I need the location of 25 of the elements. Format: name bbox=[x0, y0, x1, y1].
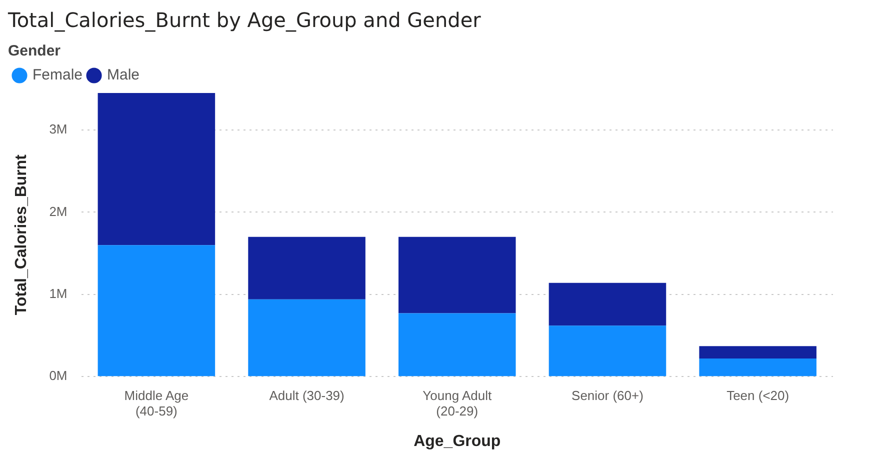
x-tick-label: Adult (30-39) bbox=[269, 388, 344, 403]
x-axis-title: Age_Group bbox=[414, 432, 501, 450]
y-tick-label: 1M bbox=[49, 286, 68, 301]
bar bbox=[98, 245, 216, 376]
x-tick-label: Senior (60+) bbox=[572, 388, 644, 403]
bar bbox=[248, 236, 366, 300]
bar bbox=[248, 299, 366, 376]
bar bbox=[548, 282, 666, 326]
y-tick-label: 0M bbox=[49, 368, 68, 384]
bar bbox=[548, 326, 666, 376]
legend-label: Female bbox=[32, 66, 83, 84]
bar bbox=[699, 358, 816, 376]
y-tick-label: 2M bbox=[49, 204, 68, 219]
bar bbox=[398, 313, 516, 376]
legend-label: Male bbox=[107, 66, 140, 84]
x-tick-label: Middle Age (40-59) bbox=[124, 388, 189, 419]
bar bbox=[398, 236, 516, 314]
x-tick-label: Teen (<20) bbox=[726, 388, 790, 403]
y-tick-label: 3M bbox=[49, 122, 68, 137]
bar bbox=[98, 93, 216, 246]
bar bbox=[699, 346, 816, 359]
x-tick-label: Young Adult (20-29) bbox=[422, 388, 492, 419]
y-axis-title: Total_Calories_Burnt bbox=[13, 154, 30, 316]
chart-title: Total_Calories_Burnt by Age_Group and Gender bbox=[7, 8, 482, 32]
legend-title: Gender bbox=[8, 42, 61, 60]
